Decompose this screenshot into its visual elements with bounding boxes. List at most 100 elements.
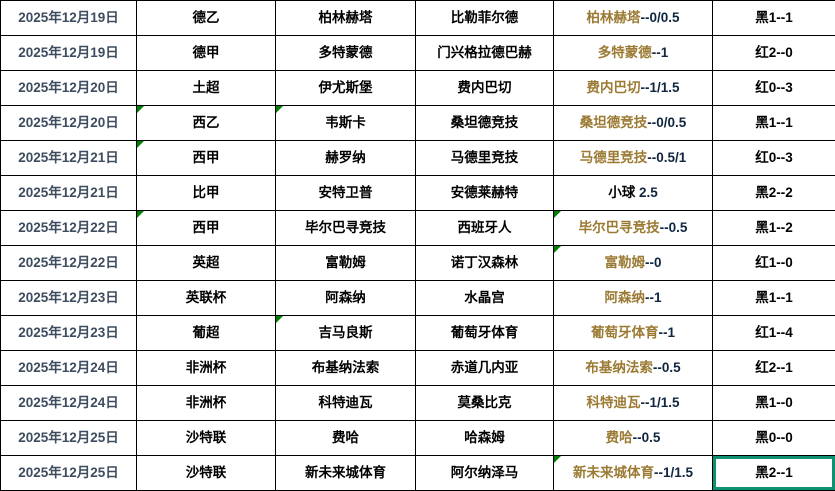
cell-home-team[interactable]: 毕尔巴寻竞技 [275,210,416,246]
cell-match-date[interactable]: 2025年12月19日 [0,35,137,71]
cell-away-team[interactable]: 哈森姆 [415,420,554,456]
cell-handicap-line[interactable]: 费内巴切--1/1.5 [553,70,713,106]
cell-result[interactable]: 红1--4 [712,315,835,351]
cell-result[interactable]: 黑1--2 [712,210,835,246]
table-row: 2025年12月20日 西乙 韦斯卡 桑坦德竞技 桑坦德竞技--0/0.5 黑1--1 [0,105,835,141]
cell-match-date[interactable]: 2025年12月23日 [0,280,137,316]
cell-home-team[interactable]: 多特蒙德 [275,35,416,71]
cell-away-team[interactable]: 桑坦德竞技 [415,105,554,141]
cell-away-team[interactable]: 葡萄牙体育 [415,315,554,351]
cell-handicap-line[interactable]: 布基纳法索--0.5 [553,350,713,386]
cell-result[interactable]: 黑1--0 [712,385,835,421]
cell-result[interactable]: 红0--3 [712,70,835,106]
cell-handicap-line[interactable]: 费哈--0.5 [553,420,713,456]
cell-league[interactable]: 葡超 [136,315,276,351]
cell-match-date[interactable]: 2025年12月24日 [0,385,137,421]
table-row: 2025年12月25日 沙特联 新未来城体育 阿尔纳泽马 新未来城体育--1/1.5 黑2… [0,455,835,491]
cell-home-team[interactable]: 富勒姆 [275,245,416,281]
cell-home-team[interactable]: 柏林赫塔 [275,0,416,36]
cell-match-date[interactable]: 2025年12月19日 [0,0,137,36]
cell-handicap-line[interactable]: 马德里竞技--0.5/1 [553,140,713,176]
cell-league[interactable]: 沙特联 [136,455,276,491]
cell-league[interactable]: 西甲 [136,210,276,246]
cell-result[interactable]: 黑2--2 [712,175,835,211]
cell-handicap-line[interactable]: 葡萄牙体育--1 [553,315,713,351]
cell-match-date-text: 2025年12月21日 [18,184,119,200]
cell-away-team[interactable]: 诺丁汉森林 [415,245,554,281]
cell-league[interactable]: 沙特联 [136,420,276,456]
cell-home-team[interactable]: 新未来城体育 [275,455,416,491]
cell-result[interactable]: 黑1--1 [712,0,835,36]
cell-home-team[interactable]: 吉马良斯 [275,315,416,351]
cell-league[interactable]: 非洲杯 [136,350,276,386]
handicap-value: 2.5 [635,184,658,200]
cell-result[interactable]: 黑0--0 [712,420,835,456]
cell-away-team[interactable]: 赤道几内亚 [415,350,554,386]
handicap-value: --1/1.5 [640,79,680,95]
cell-match-date-text: 2025年12月24日 [18,359,119,375]
cell-away-team[interactable]: 水晶宫 [415,280,554,316]
cell-home-team[interactable]: 伊尤斯堡 [275,70,416,106]
cell-match-date[interactable]: 2025年12月22日 [0,245,137,281]
cell-handicap-line[interactable]: 多特蒙德--1 [553,35,713,71]
cell-home-team-text: 安特卫普 [318,184,373,200]
cell-home-team[interactable]: 布基纳法索 [275,350,416,386]
cell-home-team[interactable]: 费哈 [275,420,416,456]
cell-league[interactable]: 德乙 [136,0,276,36]
cell-league[interactable]: 西甲 [136,140,276,176]
cell-league[interactable]: 德甲 [136,35,276,71]
cell-league[interactable]: 土超 [136,70,276,106]
cell-away-team[interactable]: 阿尔纳泽马 [415,455,554,491]
cell-result[interactable]: 红0--3 [712,140,835,176]
cell-home-team[interactable]: 韦斯卡 [275,105,416,141]
handicap-team-label: 费哈 [605,429,633,445]
table-row: 2025年12月21日 西甲 赫罗纳 马德里竞技 马德里竞技--0.5/1 红0--3 [0,140,835,176]
cell-league[interactable]: 比甲 [136,175,276,211]
handicap-value: --0 [645,254,662,270]
cell-match-date[interactable]: 2025年12月24日 [0,350,137,386]
handicap-value: --0/0.5 [640,9,680,25]
cell-home-team[interactable]: 赫罗纳 [275,140,416,176]
cell-handicap-line[interactable]: 毕尔巴寻竞技--0.5 [553,210,713,246]
cell-league[interactable]: 英联杯 [136,280,276,316]
cell-handicap-line[interactable]: 桑坦德竞技--0/0.5 [553,105,713,141]
cell-match-date[interactable]: 2025年12月21日 [0,140,137,176]
cell-match-date[interactable]: 2025年12月22日 [0,210,137,246]
cell-match-date[interactable]: 2025年12月20日 [0,105,137,141]
cell-away-team[interactable]: 比勒菲尔德 [415,0,554,36]
cell-match-date[interactable]: 2025年12月21日 [0,175,137,211]
cell-result[interactable]: 黑2--1 [712,455,835,491]
cell-handicap-line[interactable]: 富勒姆--0 [553,245,713,281]
cell-away-team-text: 费内巴切 [457,79,512,95]
cell-match-date[interactable]: 2025年12月25日 [0,455,137,491]
cell-away-team[interactable]: 费内巴切 [415,70,554,106]
cell-home-team[interactable]: 阿森纳 [275,280,416,316]
cell-home-team[interactable]: 安特卫普 [275,175,416,211]
cell-result[interactable]: 黑1--1 [712,105,835,141]
cell-handicap-line[interactable]: 科特迪瓦--1/1.5 [553,385,713,421]
cell-away-team[interactable]: 安德莱赫特 [415,175,554,211]
cell-handicap-line[interactable]: 柏林赫塔--0/0.5 [553,0,713,36]
cell-match-date[interactable]: 2025年12月20日 [0,70,137,106]
cell-away-team[interactable]: 西班牙人 [415,210,554,246]
handicap-value: --0.5 [659,219,688,235]
cell-result[interactable]: 红1--0 [712,245,835,281]
cell-away-team[interactable]: 马德里竞技 [415,140,554,176]
cell-match-date[interactable]: 2025年12月25日 [0,420,137,456]
cell-match-date[interactable]: 2025年12月23日 [0,315,137,351]
cell-away-team[interactable]: 门兴格拉德巴赫 [415,35,554,71]
cell-result[interactable]: 红2--0 [712,35,835,71]
cell-result[interactable]: 黑1--1 [712,280,835,316]
cell-handicap-line[interactable]: 阿森纳--1 [553,280,713,316]
cell-home-team-text: 韦斯卡 [325,114,366,130]
cell-result-text: 红0--3 [755,79,793,95]
cell-league[interactable]: 英超 [136,245,276,281]
cell-away-team[interactable]: 莫桑比克 [415,385,554,421]
cell-league[interactable]: 西乙 [136,105,276,141]
cell-result[interactable]: 红2--1 [712,350,835,386]
cell-home-team[interactable]: 科特迪瓦 [275,385,416,421]
cell-league[interactable]: 非洲杯 [136,385,276,421]
cell-away-team-text: 比勒菲尔德 [450,9,519,25]
cell-handicap-line[interactable]: 新未来城体育--1/1.5 [553,455,713,491]
cell-handicap-line[interactable]: 小球 2.5 [553,175,713,211]
